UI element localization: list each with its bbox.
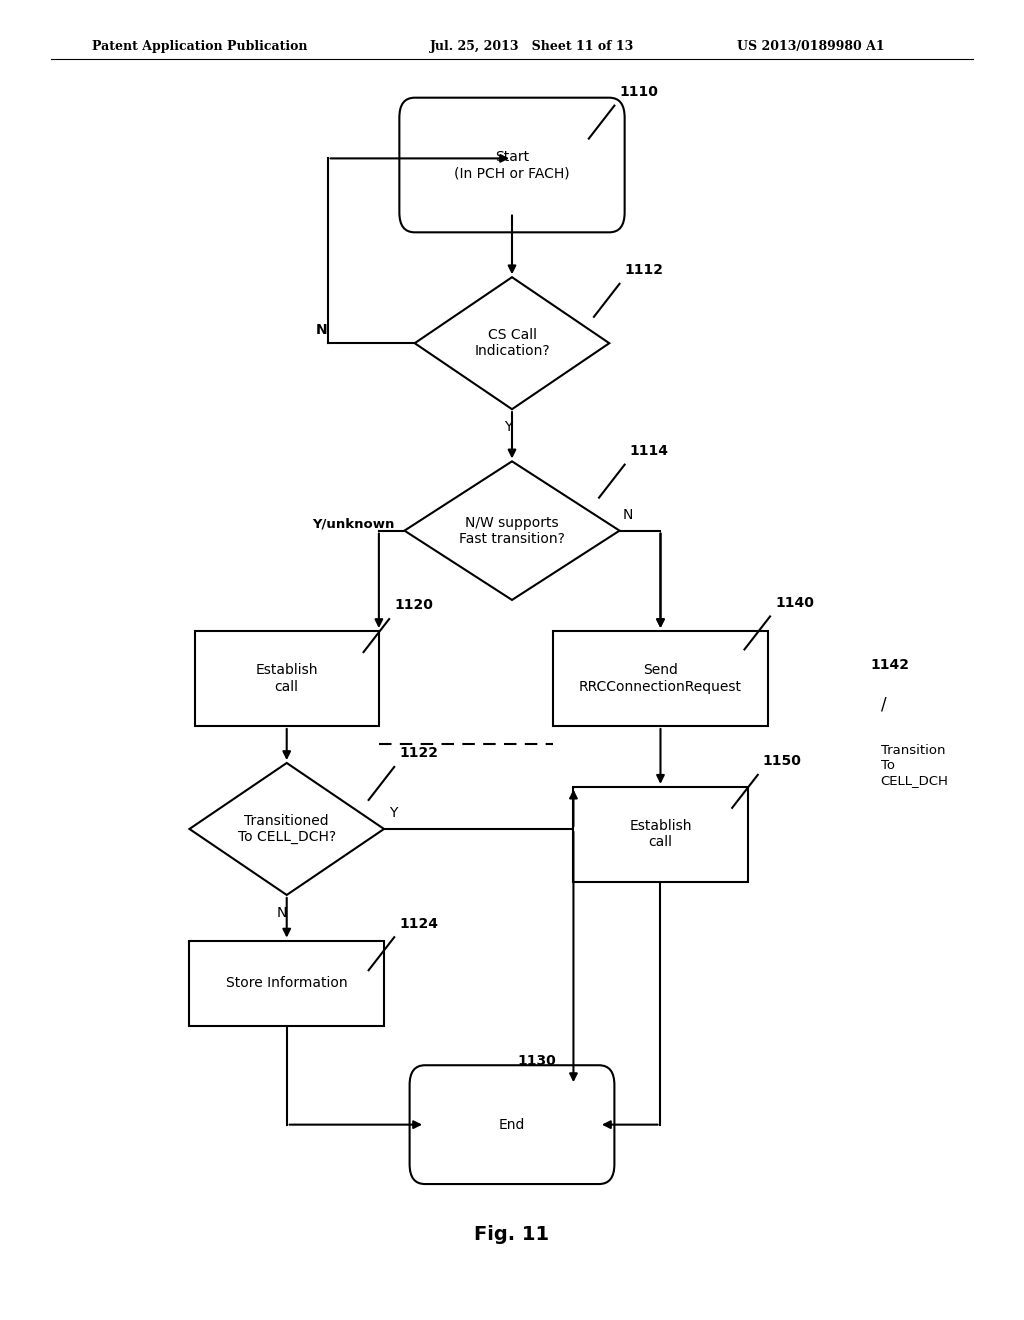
Text: 1112: 1112	[625, 263, 664, 277]
Text: 1120: 1120	[394, 598, 433, 612]
Text: 1130: 1130	[517, 1053, 556, 1068]
Text: US 2013/0189980 A1: US 2013/0189980 A1	[737, 40, 885, 53]
Text: Y/unknown: Y/unknown	[312, 517, 394, 531]
Text: Jul. 25, 2013   Sheet 11 of 13: Jul. 25, 2013 Sheet 11 of 13	[430, 40, 634, 53]
Polygon shape	[404, 462, 620, 599]
Text: Y: Y	[389, 807, 397, 820]
Text: Transitioned
To CELL_DCH?: Transitioned To CELL_DCH?	[238, 814, 336, 843]
Text: N/W supports
Fast transition?: N/W supports Fast transition?	[459, 516, 565, 545]
Text: 1110: 1110	[620, 84, 658, 99]
Text: 1124: 1124	[399, 916, 438, 931]
Text: CS Call
Indication?: CS Call Indication?	[474, 329, 550, 358]
Text: 1142: 1142	[870, 659, 909, 672]
Text: 1114: 1114	[630, 444, 669, 458]
Text: Fig. 11: Fig. 11	[474, 1225, 550, 1243]
Text: Start
(In PCH or FACH): Start (In PCH or FACH)	[455, 150, 569, 180]
Text: End: End	[499, 1118, 525, 1131]
Text: 1122: 1122	[399, 746, 438, 760]
Text: Y: Y	[504, 420, 512, 434]
Polygon shape	[189, 763, 384, 895]
Text: 1150: 1150	[763, 754, 802, 768]
Text: N: N	[276, 906, 287, 920]
Text: N: N	[316, 322, 328, 337]
Text: Establish
call: Establish call	[629, 820, 692, 849]
Text: Patent Application Publication: Patent Application Publication	[92, 40, 307, 53]
FancyBboxPatch shape	[410, 1065, 614, 1184]
Text: Transition
To
CELL_DCH: Transition To CELL_DCH	[881, 744, 948, 788]
Text: Send
RRCConnectionRequest: Send RRCConnectionRequest	[579, 664, 742, 693]
Bar	[573, 787, 748, 882]
FancyBboxPatch shape	[399, 98, 625, 232]
Text: Store Information: Store Information	[226, 977, 347, 990]
Bar	[189, 940, 384, 1027]
Text: /: /	[881, 696, 886, 714]
Text: Establish
call: Establish call	[255, 664, 318, 693]
Text: N: N	[623, 508, 633, 521]
Bar	[195, 631, 379, 726]
Polygon shape	[415, 277, 609, 409]
Text: 1140: 1140	[775, 595, 814, 610]
Bar	[553, 631, 768, 726]
